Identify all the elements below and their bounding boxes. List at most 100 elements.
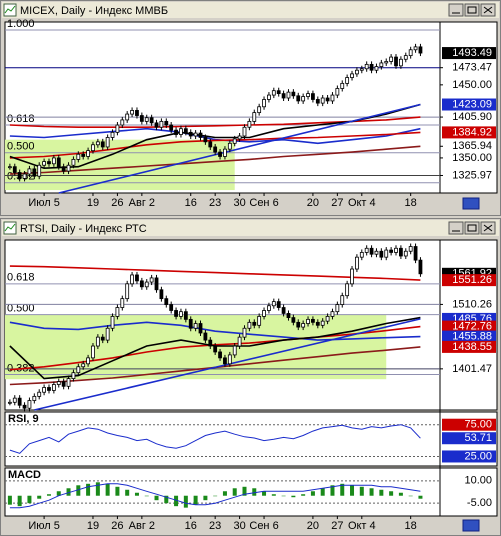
- candle: [218, 151, 222, 157]
- candle: [139, 115, 144, 122]
- x-tick-label: 18: [405, 197, 417, 209]
- candle: [296, 321, 301, 328]
- candle: [100, 141, 105, 148]
- candle: [398, 58, 403, 67]
- candle: [193, 132, 198, 137]
- minimize-button[interactable]: [448, 221, 464, 235]
- candle: [198, 323, 203, 334]
- candle: [286, 91, 291, 99]
- price-label: 1473.47: [452, 62, 492, 74]
- candle: [76, 153, 81, 160]
- candle: [315, 99, 320, 104]
- candle: [164, 120, 169, 126]
- price-box: [442, 274, 496, 287]
- candle: [135, 110, 139, 116]
- candle: [37, 391, 42, 397]
- candle: [355, 69, 359, 75]
- candle: [71, 158, 76, 166]
- candle: [384, 249, 389, 258]
- chart-title: RSI, 9: [8, 413, 39, 425]
- candle: [154, 122, 159, 128]
- candle: [379, 250, 384, 258]
- fib-label: 0.618: [7, 113, 35, 125]
- macd-bar: [408, 495, 413, 497]
- candle: [276, 301, 281, 308]
- candle: [320, 320, 325, 326]
- candle: [51, 157, 56, 165]
- candle: [139, 280, 144, 288]
- fib-label: 0.500: [7, 303, 35, 315]
- candle: [91, 345, 95, 359]
- candle: [227, 142, 232, 150]
- macd-bar: [320, 488, 325, 496]
- price-label: 1325.97: [452, 169, 492, 181]
- macd-bar: [222, 491, 227, 496]
- candle: [227, 354, 232, 365]
- candle: [169, 304, 174, 311]
- candle: [359, 68, 364, 71]
- indicator-line: [58, 103, 421, 194]
- candle: [27, 400, 32, 409]
- candle: [105, 137, 110, 148]
- x-tick-label: 23: [209, 520, 221, 532]
- candle: [56, 157, 61, 168]
- candle: [223, 357, 227, 365]
- candle: [130, 110, 134, 115]
- maximize-button[interactable]: [464, 3, 480, 17]
- candle: [86, 357, 90, 365]
- price-label: 53.71: [464, 432, 492, 444]
- macd-bar: [95, 482, 100, 496]
- candle: [247, 120, 252, 128]
- candle: [267, 94, 271, 100]
- x-tick-label: 19: [87, 520, 99, 532]
- rsi-panel: [4, 411, 498, 467]
- macd-bar: [125, 489, 130, 496]
- candle: [286, 313, 291, 318]
- candle: [291, 91, 296, 97]
- price-label: 1365.94: [452, 140, 492, 152]
- candle: [257, 316, 262, 326]
- candle: [364, 247, 369, 253]
- candle: [115, 307, 120, 317]
- macd-bar: [389, 491, 394, 496]
- candle: [418, 46, 423, 54]
- candle: [301, 323, 306, 328]
- corner-icon[interactable]: [462, 519, 480, 532]
- candle: [159, 120, 164, 128]
- macd-bar: [242, 486, 247, 496]
- x-tick-label: 20: [307, 520, 319, 532]
- candle: [120, 119, 125, 126]
- candle: [369, 247, 374, 255]
- candle: [7, 166, 12, 169]
- x-tick-label: Сен 6: [249, 520, 278, 532]
- y-tick-label: -5.00: [467, 497, 492, 509]
- price-label: 1455.88: [452, 331, 492, 343]
- candle: [306, 93, 310, 97]
- candle: [159, 289, 164, 300]
- price-box: [442, 126, 496, 139]
- candle: [135, 274, 139, 282]
- candle: [335, 88, 340, 96]
- candle: [120, 298, 125, 308]
- close-glyph: [483, 224, 493, 232]
- candle: [237, 336, 242, 347]
- maximize-button[interactable]: [464, 221, 480, 235]
- macd-bar: [232, 488, 237, 496]
- candle: [95, 141, 100, 146]
- candle: [247, 321, 252, 329]
- candle: [218, 351, 222, 359]
- x-tick-label: Окт 4: [348, 197, 376, 209]
- title-bar: [2, 220, 499, 236]
- maximize-glyph: [467, 6, 477, 14]
- candle: [91, 144, 95, 152]
- candle: [188, 318, 193, 329]
- y-tick-label: 75.00: [464, 419, 492, 431]
- macd-bar: [350, 485, 355, 496]
- minimize-button[interactable]: [448, 3, 464, 17]
- x-tick-label: 20: [307, 197, 319, 209]
- window-icon-glyph: [4, 223, 16, 232]
- corner-icon[interactable]: [462, 197, 480, 210]
- price-box: [442, 330, 496, 343]
- macd-bar: [56, 491, 61, 496]
- candle: [276, 90, 281, 95]
